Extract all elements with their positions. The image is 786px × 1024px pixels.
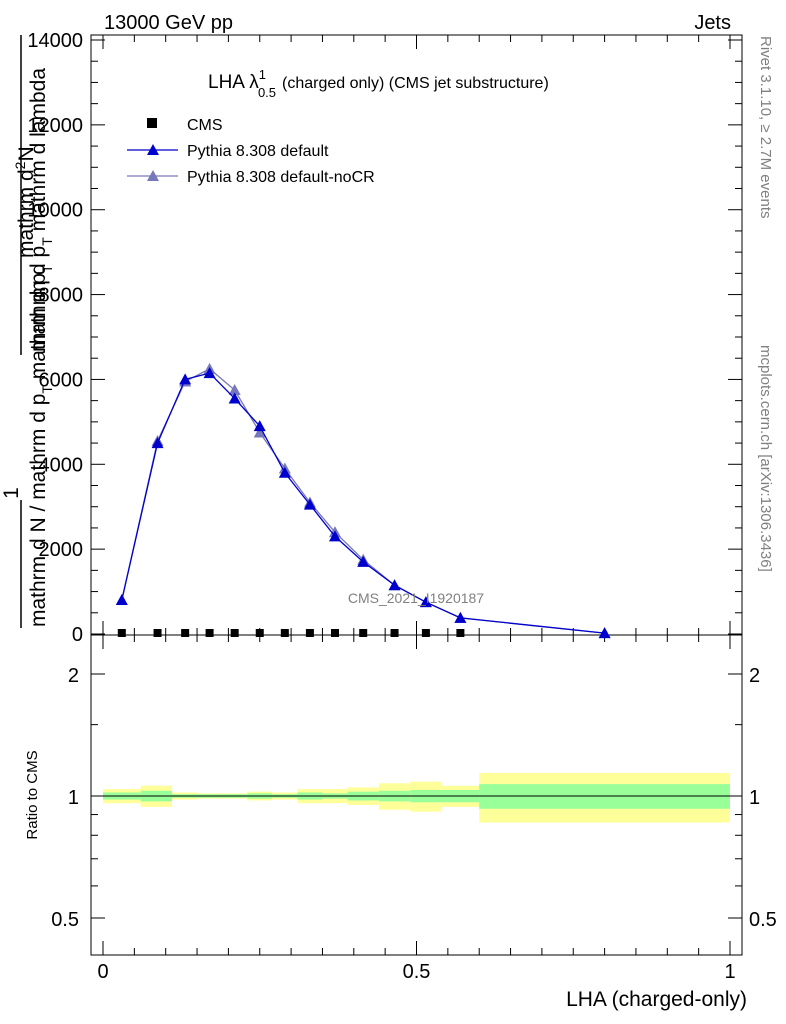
main-y-tick-label: 2000: [39, 539, 84, 561]
cms-data-point: [421, 629, 430, 637]
plot-title-sup: 1: [259, 67, 266, 82]
legend-marker-cms: [147, 118, 157, 128]
plot-title-rest: (charged only) (CMS jet substructure): [282, 75, 549, 92]
series-point: [151, 437, 164, 449]
ylabel-lower-sub2: T: [39, 264, 55, 273]
analysis-watermark: CMS_2021_I1920187: [348, 590, 484, 606]
series-point: [253, 420, 266, 432]
cms-data-point: [390, 629, 399, 637]
legend-marker-pythia-nocr: [147, 170, 159, 181]
svg-text:1: 1: [0, 487, 23, 499]
header-jets-label: Jets: [694, 12, 731, 34]
cms-data-point: [330, 629, 339, 637]
plot-title: LHA λ1 0.5 (charged only) (CMS jet substru…: [208, 67, 549, 100]
legend-label-pythia-default: Pythia 8.308 default: [187, 143, 329, 160]
series-point: [278, 466, 291, 478]
cms-data-point: [305, 629, 314, 637]
ratio-y-tick-label-right: 0.5: [749, 909, 777, 931]
series-point: [228, 384, 241, 396]
series-point: [228, 392, 241, 404]
legend: CMS Pythia 8.308 default Pythia 8.308 de…: [127, 117, 375, 186]
cms-data-point: [255, 629, 264, 637]
ratio-y-tick-label-right: 1: [749, 787, 760, 809]
series-point: [179, 373, 192, 385]
plot-title-sub: 0.5: [258, 85, 276, 100]
plot-title-main: LHA λ: [208, 72, 259, 93]
rivet-version-label: Rivet 3.1.10, ≥ 2.7M events: [757, 36, 774, 219]
series-point: [203, 367, 216, 379]
cms-data-point: [230, 629, 239, 637]
legend-marker-pythia-default: [147, 144, 159, 155]
series-layer: [115, 362, 611, 639]
legend-label-cms: CMS: [187, 117, 223, 134]
main-y-axis-label: mathrm d2N mathrm d pT mathrm d lambda 1…: [0, 35, 55, 628]
ratio-uncertainty-bands: [103, 772, 730, 823]
series-point: [454, 611, 467, 623]
legend-label-pythia-nocr: Pythia 8.308 default-noCR: [187, 169, 375, 186]
series-point: [598, 627, 611, 639]
main-y-tick-label: 0: [72, 624, 83, 646]
series-point: [357, 555, 370, 567]
main-y-tick-label: 6000: [39, 369, 84, 391]
cms-data-point: [117, 629, 126, 637]
ratio-y-tick-label: 1: [68, 787, 79, 809]
svg-text:mathrm d pT mathrm d lambda: mathrm d pT mathrm d lambda: [27, 68, 55, 352]
ylabel-lower-b: mathrm d p: [27, 273, 50, 385]
cms-data-point: [205, 629, 214, 637]
cms-data-point: [280, 629, 289, 637]
series-point: [419, 596, 432, 608]
x-tick-label: 0: [97, 961, 108, 983]
ratio-y-tick-label-right: 2: [749, 665, 760, 687]
series-point: [388, 579, 401, 591]
ratio-y-axis-label: Ratio to CMS: [24, 750, 41, 839]
ylabel-den-sub: T: [39, 237, 55, 246]
x-tick-label: 0.5: [403, 961, 431, 983]
main-y-tick-label: 14000: [27, 30, 83, 52]
main-y-tick-label: 10000: [27, 200, 83, 222]
ratio-y-tick-label: 0.5: [51, 909, 79, 931]
series-point: [253, 426, 266, 438]
series-point: [328, 530, 341, 542]
x-tick-label: 1: [724, 961, 735, 983]
x-axis-label: LHA (charged-only): [566, 988, 747, 1011]
main-axes: 0 2000 4000 6000 8000 10000 12000 14000: [27, 30, 742, 646]
cms-data-point: [181, 629, 190, 637]
series-line: [121, 372, 605, 634]
ylabel-den-b: mathrm d lambda: [27, 68, 50, 238]
header-energy-label: 13000 GeV pp: [104, 12, 233, 34]
series-point: [303, 498, 316, 510]
main-y-tick-label: 8000: [39, 285, 84, 307]
series-point: [115, 594, 128, 606]
ratio-y-tick-label: 2: [68, 665, 79, 687]
ratio-axes: 0.5 0.5 1 1 2 2 0 0.5 1: [51, 635, 777, 983]
main-y-tick-label: 12000: [27, 115, 83, 137]
ylabel-lower-a: mathrm d N / mathrm d p: [27, 394, 50, 627]
ylabel-den-a: mathrm d p: [27, 246, 50, 352]
mcplots-label: mcplots.cern.ch [arXiv:1306.3436]: [757, 345, 774, 572]
ylabel-one: 1: [0, 487, 23, 499]
ylabel-lower-sub: T: [39, 385, 55, 394]
main-y-tick-label: 4000: [39, 454, 84, 476]
svg-text:mathrm d N / mathrm d pT mathr: mathrm d N / mathrm d pT mathrm d pT: [27, 264, 55, 627]
cms-data-point: [153, 629, 162, 637]
cms-data-point: [456, 629, 465, 637]
ylabel-num-sup: 2: [12, 161, 28, 169]
cms-data-point: [359, 629, 368, 637]
